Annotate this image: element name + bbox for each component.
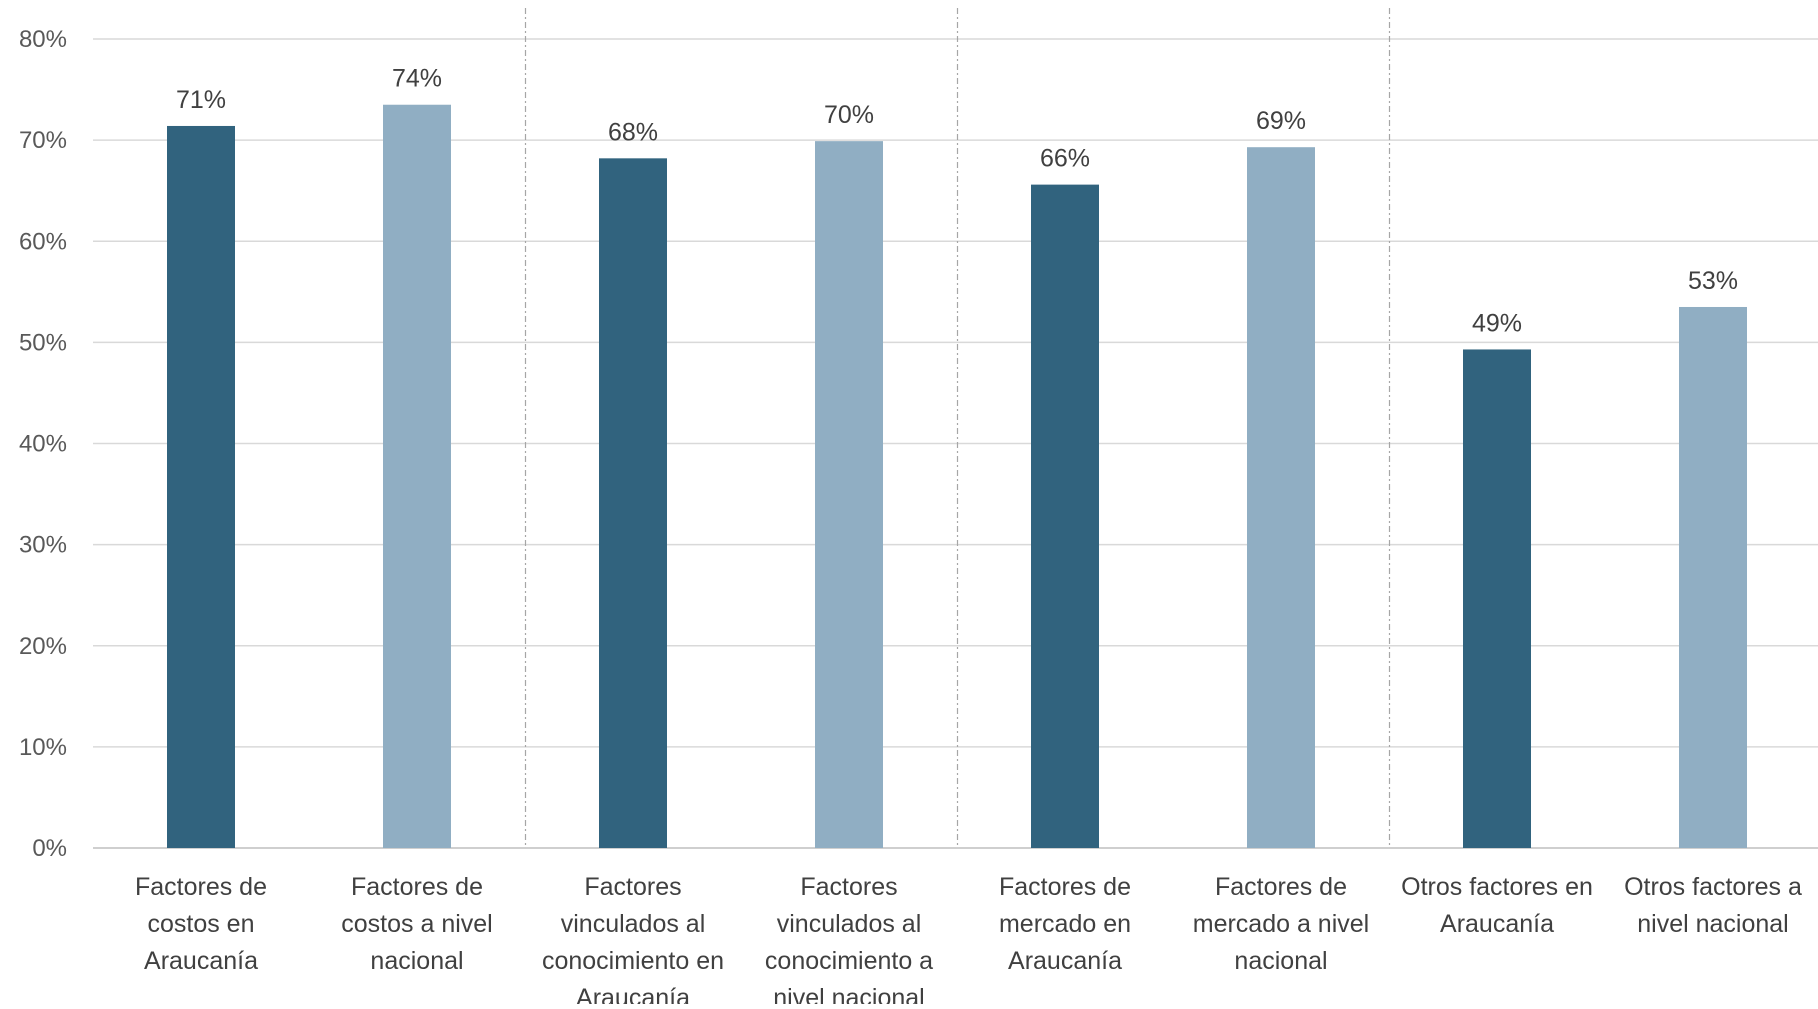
y-tick-label: 60% xyxy=(19,228,67,255)
y-tick-label: 30% xyxy=(19,532,67,559)
category-label: Otros factores a nivel nacional xyxy=(1624,873,1802,938)
bar xyxy=(815,141,883,849)
bar xyxy=(1247,147,1315,849)
category-label: Factores de mercado en Araucanía xyxy=(999,873,1131,975)
data-label: 68% xyxy=(608,118,658,146)
data-label: 53% xyxy=(1688,267,1738,295)
bar xyxy=(383,104,451,848)
bar xyxy=(1463,349,1531,848)
data-label: 49% xyxy=(1472,309,1522,337)
category-label: Factores vinculados al conocimiento a nivel… xyxy=(765,873,933,1004)
y-tick-label: 50% xyxy=(19,329,67,356)
y-tick-label: 80% xyxy=(19,26,67,53)
y-tick-label: 0% xyxy=(32,835,67,862)
data-label: 69% xyxy=(1256,107,1306,135)
category-label: Factores de costos en Araucanía xyxy=(135,873,267,975)
y-tick-label: 70% xyxy=(19,127,67,154)
y-tick-label: 40% xyxy=(19,431,67,458)
data-label: 74% xyxy=(392,65,442,93)
data-label: 70% xyxy=(824,101,874,129)
category-label: Factores vinculados al conocimiento en Arau… xyxy=(542,873,724,1004)
bar xyxy=(599,158,667,848)
bar xyxy=(1679,306,1747,848)
category-label: Factores de mercado a nivel nacional xyxy=(1193,873,1369,975)
category-label: Factores de costos a nivel nacional xyxy=(341,873,492,975)
bar xyxy=(1031,184,1099,848)
data-label: 71% xyxy=(176,86,226,114)
y-tick-label: 10% xyxy=(19,734,67,761)
bar xyxy=(167,125,235,848)
category-label: Otros factores en Araucanía xyxy=(1401,873,1593,938)
y-tick-label: 20% xyxy=(19,633,67,660)
data-label: 66% xyxy=(1040,145,1090,173)
